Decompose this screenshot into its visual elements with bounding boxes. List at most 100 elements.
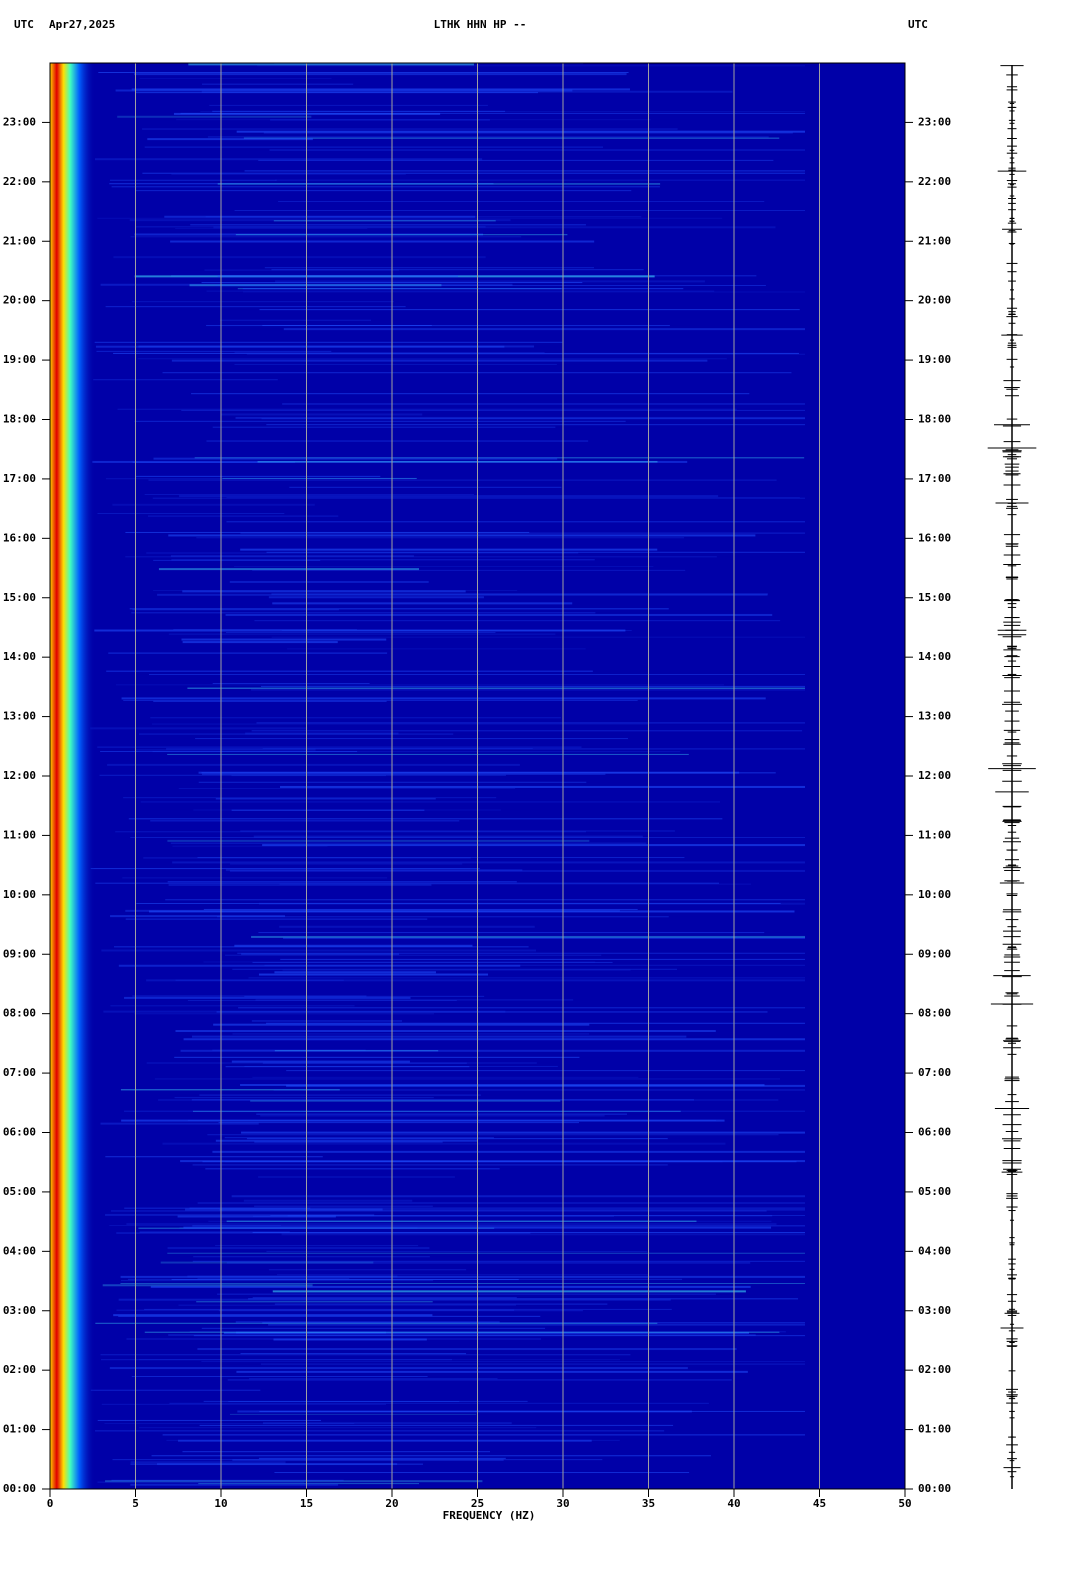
- texture: [110, 1210, 767, 1212]
- texture: [138, 733, 454, 735]
- texture: [131, 1376, 428, 1378]
- y-tick-label: 06:00: [3, 1126, 36, 1139]
- texture: [197, 1202, 805, 1205]
- texture: [242, 288, 684, 290]
- texture: [263, 132, 793, 134]
- texture: [266, 551, 805, 553]
- texture: [191, 393, 750, 395]
- texture: [97, 746, 582, 748]
- texture: [167, 1247, 430, 1250]
- texture: [150, 1285, 751, 1288]
- texture: [131, 88, 630, 91]
- texture: [112, 503, 315, 506]
- texture: [178, 1439, 592, 1442]
- texture: [217, 1293, 716, 1295]
- texture: [152, 751, 681, 753]
- texture: [95, 882, 720, 884]
- y-tick-label-right: 19:00: [918, 353, 951, 366]
- texture: [274, 971, 436, 974]
- texture: [90, 1389, 261, 1391]
- texture: [215, 1139, 479, 1142]
- texture: [272, 602, 573, 605]
- texture: [111, 186, 660, 188]
- texture: [132, 609, 339, 611]
- y-tick-label: 20:00: [3, 294, 36, 307]
- texture: [279, 925, 535, 928]
- y-tick-label-right: 08:00: [918, 1007, 951, 1020]
- texture: [251, 689, 806, 691]
- texture: [248, 977, 805, 979]
- texture: [194, 457, 805, 459]
- texture: [181, 409, 805, 411]
- texture: [115, 89, 573, 92]
- texture: [273, 1088, 805, 1091]
- texture: [121, 697, 766, 700]
- texture: [101, 949, 537, 952]
- y-tick-label-right: 14:00: [918, 650, 951, 663]
- texture: [266, 1022, 806, 1024]
- texture: [167, 753, 689, 755]
- texture: [152, 497, 806, 499]
- texture: [148, 673, 806, 675]
- texture: [256, 722, 805, 724]
- texture: [164, 215, 476, 218]
- texture: [251, 935, 805, 938]
- texture: [100, 751, 358, 753]
- texture: [114, 946, 529, 948]
- texture: [280, 958, 805, 960]
- y-tick-label-right: 18:00: [918, 413, 951, 426]
- texture: [272, 1290, 746, 1293]
- texture: [94, 341, 563, 343]
- texture: [201, 1327, 546, 1329]
- texture: [281, 630, 632, 632]
- texture: [147, 515, 339, 517]
- texture: [273, 220, 496, 222]
- texture: [268, 1324, 806, 1326]
- texture: [217, 183, 661, 185]
- y-tick-label: 03:00: [3, 1304, 36, 1317]
- texture: [171, 1279, 519, 1281]
- texture: [120, 1283, 806, 1285]
- texture: [134, 233, 484, 236]
- texture: [271, 593, 768, 595]
- texture: [178, 1304, 516, 1306]
- texture: [130, 1463, 423, 1465]
- y-tick-label-right: 02:00: [918, 1363, 951, 1376]
- texture: [250, 1100, 561, 1102]
- texture: [235, 1321, 500, 1324]
- texture: [209, 104, 488, 106]
- texture: [130, 1461, 286, 1464]
- texture: [113, 256, 486, 259]
- texture: [118, 1315, 541, 1317]
- texture: [172, 845, 328, 847]
- texture: [262, 844, 805, 847]
- texture: [262, 1062, 467, 1064]
- texture: [281, 1233, 805, 1236]
- texture: [94, 629, 626, 632]
- texture: [201, 773, 606, 775]
- texture: [150, 717, 561, 719]
- texture: [236, 1370, 748, 1373]
- y-tick-label-right: 23:00: [918, 115, 951, 128]
- texture: [110, 1005, 355, 1007]
- texture: [104, 1422, 355, 1424]
- texture: [125, 556, 717, 558]
- texture: [236, 1331, 387, 1334]
- texture: [192, 1110, 681, 1112]
- texture: [138, 345, 535, 348]
- texture: [231, 1195, 806, 1198]
- texture: [151, 723, 649, 725]
- texture: [197, 1278, 350, 1280]
- texture: [231, 775, 387, 777]
- texture: [196, 1301, 433, 1303]
- texture: [234, 352, 545, 354]
- texture: [173, 112, 441, 115]
- texture: [229, 869, 806, 872]
- texture: [240, 1353, 467, 1355]
- texture: [246, 1138, 668, 1140]
- y-tick-label: 01:00: [3, 1423, 36, 1436]
- texture: [226, 1262, 751, 1264]
- texture: [215, 1245, 419, 1247]
- texture: [261, 418, 805, 420]
